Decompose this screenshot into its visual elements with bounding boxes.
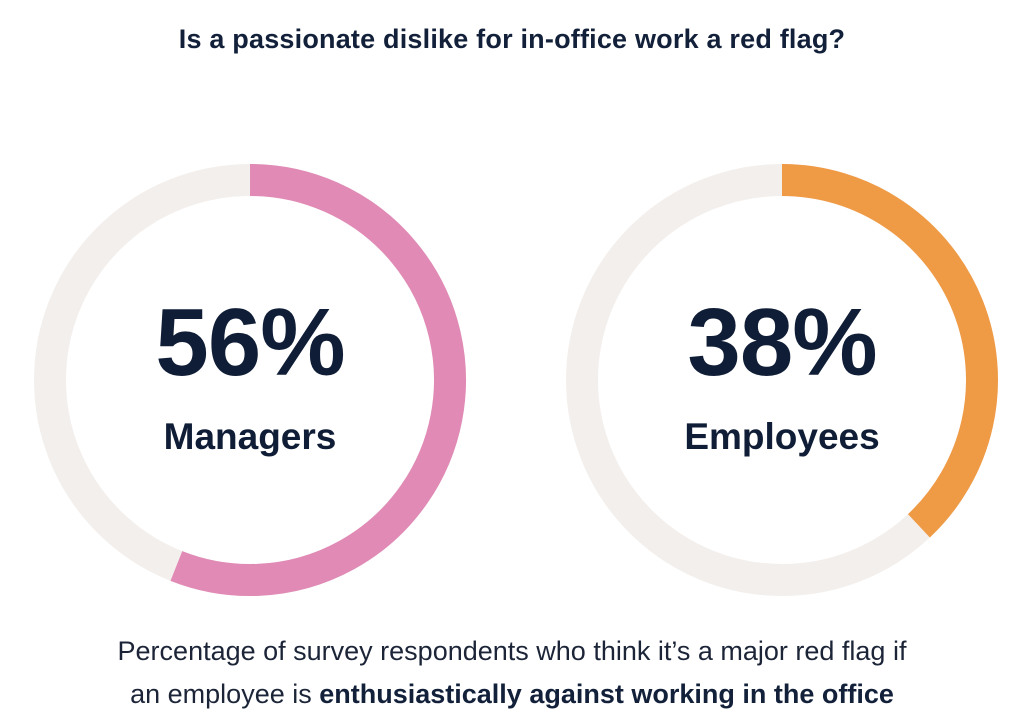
managers-donut: 56% Managers <box>32 162 468 598</box>
caption-line-2: an employee is enthusiastically against … <box>0 673 1024 716</box>
managers-donut-arc <box>170 164 466 596</box>
employees-donut-svg <box>566 164 998 596</box>
employees-donut-arc <box>781 164 998 538</box>
chart-caption: Percentage of survey respondents who thi… <box>0 630 1024 716</box>
chart-title: Is a passionate dislike for in-office wo… <box>178 24 846 54</box>
employees-label: Employees <box>684 416 880 457</box>
caption-line-2-bold: enthusiastically against working in the … <box>319 679 894 709</box>
managers-donut-svg <box>34 164 466 596</box>
employees-percentage: 38% <box>687 289 877 396</box>
employees-donut: 38% Employees <box>564 162 1000 598</box>
managers-label: Managers <box>163 416 337 457</box>
caption-line-2-prefix: an employee is <box>130 679 320 709</box>
managers-percentage: 56% <box>155 289 345 396</box>
caption-line-1: Percentage of survey respondents who thi… <box>117 636 907 666</box>
